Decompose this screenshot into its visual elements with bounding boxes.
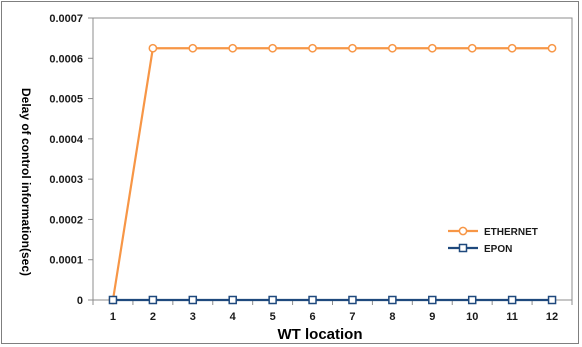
legend-item-ethernet: ETHERNET [448,226,538,238]
ethernet-point [228,43,238,53]
ethernet-point [148,43,158,53]
x-tick-label: 10 [466,311,478,323]
ethernet-line [111,47,553,301]
ethernet-point [467,43,477,53]
x-tick-label: 12 [546,311,558,323]
x-tick-label: 2 [150,311,156,323]
y-tick-label: 0.0002 [49,214,83,226]
x-tick-label: 5 [270,311,276,323]
epon-point [348,295,357,305]
y-tick-label: 0.0003 [49,174,83,186]
epon-point [188,295,198,305]
y-tick-label: 0.0007 [49,13,83,25]
ethernet-point [427,43,437,53]
ethernet-point [348,43,357,53]
epon-point [467,295,477,305]
series-epon [108,295,557,305]
legend-label: EPON [484,244,512,255]
ethernet-point [268,43,277,53]
x-axis-ticks: 1 2 3 4 5 6 7 8 9 10 11 12 [92,300,573,323]
y-axis-ticks: 0 0.0001 0.0002 0.0003 0.0004 0.0005 0.0006 0.0… [49,13,93,307]
x-tick-label: 3 [190,311,196,323]
legend-marker [458,226,468,236]
plot-area [92,17,573,301]
epon-point [148,295,158,305]
epon-point [428,295,437,305]
y-tick-label: 0.0006 [49,53,83,65]
y-tick-label: 0.0005 [49,94,83,106]
legend-item-epon: EPON [448,243,512,255]
epon-point [228,295,237,305]
x-tick-label: 6 [309,311,315,323]
legend-marker [458,243,468,253]
x-tick-label: 8 [389,311,395,323]
y-axis-title: Delay of control information(sec) [19,88,33,276]
y-tick-label: 0.0001 [49,255,83,267]
series-layer [108,43,557,305]
epon-point [507,295,517,305]
x-tick-label: 7 [349,311,355,323]
series-ethernet [108,43,557,305]
epon-point [268,295,277,305]
legend-label: ETHERNET [484,227,538,238]
x-tick-label: 4 [230,311,237,323]
x-tick-label: 1 [110,311,116,323]
epon-point [308,295,317,305]
epon-point [388,295,397,305]
x-tick-label: 11 [506,311,518,323]
plot-border [92,17,573,301]
legend: ETHERNET EPON [448,226,538,255]
ethernet-point [507,43,517,53]
x-tick-label: 9 [429,311,435,323]
epon-point [108,295,118,305]
ethernet-point [308,43,317,53]
x-axis-title: WT location [278,326,363,343]
ethernet-point [547,43,557,53]
y-tick-label: 0 [77,295,83,307]
y-tick-label: 0.0004 [49,134,84,146]
ethernet-point [388,43,397,53]
epon-point [547,295,557,305]
ethernet-point [188,43,198,53]
